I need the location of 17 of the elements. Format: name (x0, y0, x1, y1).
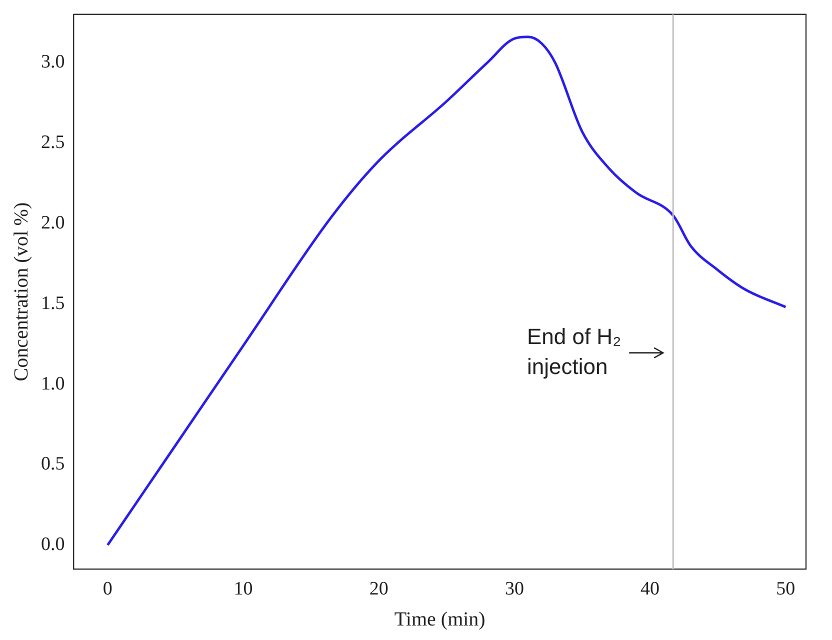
y-tick-label: 1.5 (41, 292, 65, 314)
x-tick-label: 40 (640, 578, 660, 600)
x-tick-label: 0 (102, 578, 112, 600)
y-tick-label: 3.0 (41, 52, 65, 73)
x-tick-label: 10 (234, 578, 253, 600)
y-tick-label: 2.5 (41, 132, 65, 154)
x-tick-label: 20 (369, 578, 388, 600)
y-tick-label: 0.5 (41, 454, 65, 475)
x-tick-label: 50 (776, 578, 796, 600)
x-tick-label: 30 (504, 578, 524, 600)
annotation: End of H₂ injection (526, 324, 622, 379)
y-tick-label: 1.0 (41, 373, 65, 394)
y-tick-label: 0.0 (41, 534, 65, 556)
line-series (106, 36, 787, 546)
y-axis-title: Concentration (vol %) (10, 202, 32, 382)
y-tick-label: 2.0 (41, 212, 65, 234)
x-axis-title: Time (min) (394, 608, 486, 630)
